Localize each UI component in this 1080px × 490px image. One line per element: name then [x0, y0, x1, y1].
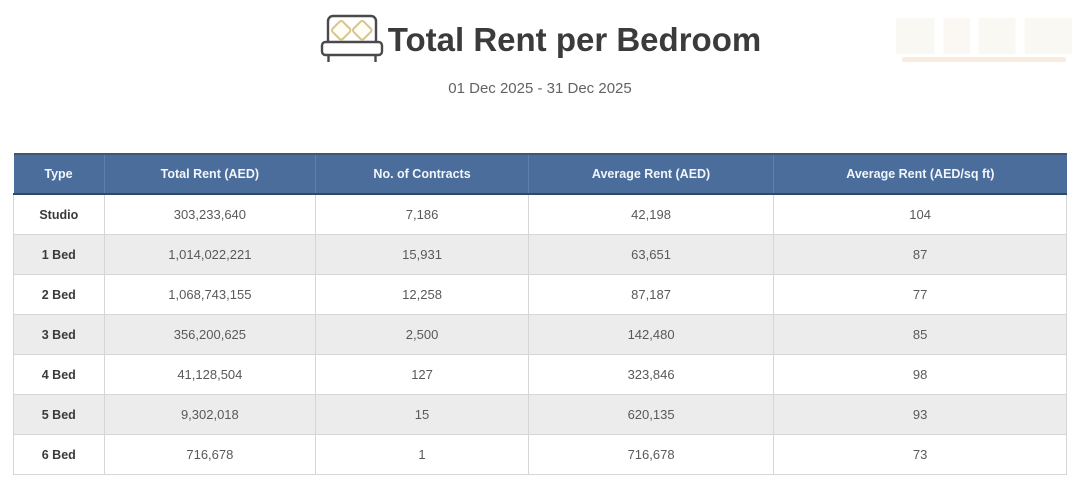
cell-avg-rent-sqft: 85 [773, 314, 1067, 355]
table-container: Type Total Rent (AED) No. of Contracts A… [13, 153, 1067, 475]
cell-avg-rent-sqft: 104 [773, 193, 1067, 235]
cell-avg-rent: 42,198 [527, 193, 775, 235]
cell-avg-rent: 142,480 [527, 314, 775, 355]
cell-type: 4 Bed [13, 354, 105, 395]
cell-type: 3 Bed [13, 314, 105, 355]
cell-avg-rent-sqft: 93 [773, 394, 1067, 435]
table-row-4bed: 4 Bed 41,128,504 127 323,846 98 [13, 354, 1067, 395]
cell-total-rent: 356,200,625 [103, 314, 317, 355]
cell-contracts: 15,931 [315, 234, 529, 275]
cell-total-rent: 303,233,640 [103, 193, 317, 235]
cell-type: 6 Bed [13, 434, 105, 475]
cell-avg-rent: 323,846 [527, 354, 775, 395]
rent-table: Type Total Rent (AED) No. of Contracts A… [13, 153, 1067, 475]
cell-type: 5 Bed [13, 394, 105, 435]
cell-avg-rent-sqft: 98 [773, 354, 1067, 395]
cell-type: 2 Bed [13, 274, 105, 315]
cell-total-rent: 716,678 [103, 434, 317, 475]
title-row: Total Rent per Bedroom [0, 13, 1080, 67]
cell-avg-rent-sqft: 73 [773, 434, 1067, 475]
cell-contracts: 2,500 [315, 314, 529, 355]
table-row-2bed: 2 Bed 1,068,743,155 12,258 87,187 77 [13, 274, 1067, 315]
cell-contracts: 127 [315, 354, 529, 395]
cell-contracts: 12,258 [315, 274, 529, 315]
col-header-total-rent: Total Rent (AED) [103, 153, 316, 195]
cell-avg-rent: 620,135 [527, 394, 775, 435]
table-row-5bed: 5 Bed 9,302,018 15 620,135 93 [13, 394, 1067, 435]
col-header-type: Type [13, 153, 105, 195]
cell-total-rent: 41,128,504 [103, 354, 317, 395]
cell-type: Studio [13, 193, 105, 235]
cell-total-rent: 1,068,743,155 [103, 274, 317, 315]
table-row-studio: Studio 303,233,640 7,186 42,198 104 [13, 193, 1067, 235]
cell-contracts: 1 [315, 434, 529, 475]
cell-avg-rent: 87,187 [527, 274, 775, 315]
cell-total-rent: 1,014,022,221 [103, 234, 317, 275]
cell-type: 1 Bed [13, 234, 105, 275]
cell-avg-rent-sqft: 77 [773, 274, 1067, 315]
col-header-avg-rent: Average Rent (AED) [527, 153, 774, 195]
report-header: Total Rent per Bedroom 01 Dec 2025 - 31 … [0, 0, 1080, 97]
cell-total-rent: 9,302,018 [103, 394, 317, 435]
cell-contracts: 7,186 [315, 193, 529, 235]
table-row-1bed: 1 Bed 1,014,022,221 15,931 63,651 87 [13, 234, 1067, 275]
col-header-avg-rent-sqft: Average Rent (AED/sq ft) [773, 153, 1067, 195]
table-row-3bed: 3 Bed 356,200,625 2,500 142,480 85 [13, 314, 1067, 355]
bed-icon [319, 13, 385, 67]
table-row-6bed: 6 Bed 716,678 1 716,678 73 [13, 434, 1067, 475]
cell-avg-rent-sqft: 87 [773, 234, 1067, 275]
table-header-row: Type Total Rent (AED) No. of Contracts A… [13, 153, 1067, 195]
cell-avg-rent: 716,678 [527, 434, 775, 475]
page-title: Total Rent per Bedroom [387, 20, 762, 58]
col-header-contracts: No. of Contracts [315, 153, 529, 195]
date-range-subtitle: 01 Dec 2025 - 31 Dec 2025 [448, 80, 632, 97]
cell-avg-rent: 63,651 [527, 234, 775, 275]
cell-contracts: 15 [315, 394, 529, 435]
